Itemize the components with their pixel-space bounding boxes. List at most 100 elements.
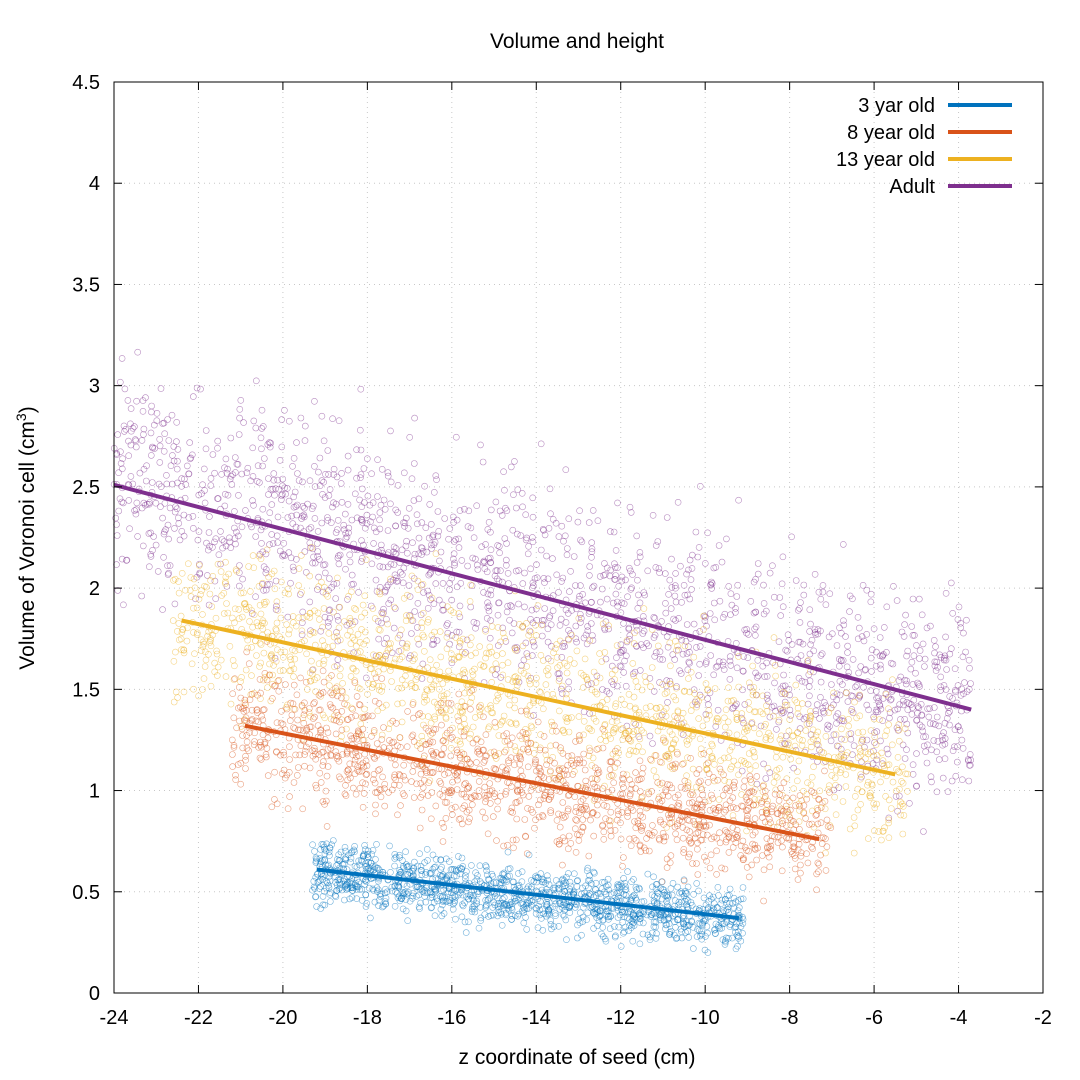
scatter-point (368, 470, 375, 478)
scatter-point (239, 732, 246, 739)
scatter-point (846, 825, 854, 833)
scatter-point (832, 713, 840, 721)
scatter-point (394, 509, 402, 516)
scatter-point (621, 657, 628, 665)
scatter-point (354, 630, 362, 638)
scatter-point (805, 720, 813, 728)
scatter-point (844, 698, 852, 705)
scatter-point (199, 481, 206, 489)
scatter-point (839, 541, 847, 548)
scatter-point (958, 736, 966, 744)
scatter-point (770, 712, 777, 720)
scatter-point (773, 810, 781, 817)
scatter-point (400, 594, 408, 602)
scatter-point (186, 455, 194, 463)
scatter-point (214, 495, 221, 502)
scatter-point (660, 837, 668, 845)
scatter-point (523, 850, 531, 857)
scatter-point (542, 667, 550, 675)
scatter-point (475, 703, 483, 711)
scatter-point (654, 727, 662, 735)
scatter-point (330, 499, 337, 507)
scatter-point (695, 672, 703, 679)
scatter-point (727, 590, 735, 598)
scatter-point (693, 770, 701, 777)
scatter-point (873, 752, 881, 759)
scatter-point (222, 673, 230, 680)
scatter-point (170, 698, 178, 706)
scatter-point (129, 480, 137, 488)
scatter-point (420, 633, 428, 641)
scatter-point (322, 787, 330, 795)
scatter-point (743, 827, 750, 835)
scatter-point (831, 793, 839, 801)
scatter-point (797, 861, 804, 869)
scatter-point (659, 681, 666, 688)
scatter-point (309, 715, 317, 722)
scatter-point (403, 644, 411, 652)
scatter-point (904, 647, 912, 655)
scatter-point (612, 700, 620, 708)
scatter-point (803, 720, 811, 728)
scatter-point (605, 625, 612, 633)
scatter-point (229, 614, 236, 622)
scatter-point (834, 710, 842, 717)
scatter-point (885, 721, 892, 728)
scatter-point (485, 607, 493, 615)
scatter-point (511, 761, 518, 769)
scatter-point (522, 536, 530, 544)
scatter-point (452, 634, 460, 641)
scatter-point (455, 544, 463, 551)
scatter-point (413, 511, 421, 519)
scatter-point (513, 798, 521, 806)
scatter-point (438, 750, 445, 758)
scatter-point (722, 801, 730, 809)
scatter-point (565, 714, 572, 722)
scatter-point (335, 417, 343, 425)
scatter-point (439, 709, 447, 717)
scatter-point (907, 665, 915, 673)
scatter-point (843, 663, 851, 671)
scatter-point (459, 891, 467, 899)
scatter-point (681, 642, 689, 650)
scatter-point (700, 750, 708, 757)
scatter-point (725, 834, 733, 841)
scatter-point (772, 753, 780, 761)
scatter-point (259, 505, 267, 513)
scatter-point (211, 538, 218, 546)
scatter-point (269, 540, 277, 547)
scatter-point (855, 669, 862, 677)
scatter-point (822, 867, 830, 874)
scatter-point (387, 427, 394, 435)
scatter-point (242, 507, 249, 514)
scatter-point (632, 785, 639, 792)
scatter-point (580, 750, 588, 758)
scatter-point (900, 633, 908, 640)
scatter-point (358, 537, 365, 544)
scatter-point (899, 697, 907, 705)
scatter-point (467, 581, 475, 589)
scatter-point (463, 636, 471, 644)
scatter-point (176, 636, 183, 644)
scatter-point (524, 763, 532, 771)
scatter-point (299, 478, 306, 486)
scatter-point (308, 657, 315, 665)
scatter-point (277, 719, 285, 727)
scatter-point (244, 464, 252, 472)
scatter-point (262, 598, 270, 606)
scatter-point (440, 824, 448, 831)
scatter-point (712, 809, 719, 817)
scatter-point (330, 716, 338, 724)
scatter-point (374, 653, 382, 661)
scatter-point (916, 721, 924, 729)
scatter-series-13-year-old (169, 544, 911, 857)
scatter-point (683, 740, 691, 748)
scatter-point (249, 552, 257, 559)
scatter-point (362, 780, 369, 788)
scatter-point (235, 606, 243, 613)
scatter-point (232, 540, 239, 548)
scatter-point (845, 730, 853, 738)
scatter-point (380, 724, 387, 731)
scatter-point (508, 783, 515, 790)
scatter-point (121, 428, 128, 435)
